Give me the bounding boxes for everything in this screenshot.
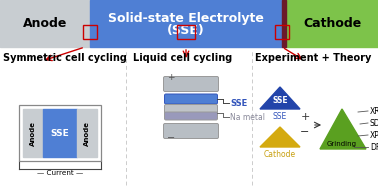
- Polygon shape: [320, 109, 366, 149]
- Text: Cathode: Cathode: [303, 17, 361, 30]
- FancyBboxPatch shape: [164, 105, 217, 114]
- Bar: [0, 0, 90, 47]
- Text: SSE: SSE: [51, 128, 70, 137]
- Text: Symmetric cell cycling: Symmetric cell cycling: [3, 53, 127, 63]
- Bar: [43, 109, 77, 157]
- Text: SDT: SDT: [370, 119, 378, 128]
- Text: Anode: Anode: [84, 120, 90, 145]
- Bar: [83, 25, 97, 39]
- Bar: [286, 0, 378, 47]
- Text: Grinding: Grinding: [327, 141, 357, 147]
- FancyBboxPatch shape: [164, 112, 217, 120]
- Text: Liquid cell cycling: Liquid cell cycling: [133, 53, 232, 63]
- Text: Anode: Anode: [30, 120, 36, 145]
- Bar: [275, 25, 289, 39]
- Text: Anode: Anode: [23, 17, 67, 30]
- Bar: [19, 105, 101, 161]
- Text: XPS: XPS: [370, 131, 378, 140]
- Text: SSE: SSE: [272, 96, 288, 105]
- FancyBboxPatch shape: [164, 94, 217, 104]
- Text: XRD: XRD: [370, 107, 378, 116]
- FancyBboxPatch shape: [164, 76, 218, 91]
- Text: SSE: SSE: [230, 99, 247, 108]
- Polygon shape: [260, 87, 300, 109]
- Text: SSE: SSE: [273, 112, 287, 121]
- Text: — Current —: — Current —: [37, 170, 83, 176]
- Bar: [23, 109, 43, 157]
- Text: Solid-state Electrolyte: Solid-state Electrolyte: [108, 12, 264, 25]
- Text: Cathode: Cathode: [264, 150, 296, 159]
- Text: −: −: [300, 127, 310, 137]
- Bar: [77, 109, 97, 157]
- Bar: [177, 25, 195, 39]
- Text: +: +: [167, 73, 175, 82]
- Text: +: +: [300, 112, 310, 122]
- FancyBboxPatch shape: [164, 123, 218, 139]
- Text: (SSE): (SSE): [167, 24, 205, 37]
- Text: Na metal: Na metal: [230, 113, 265, 122]
- Text: DFT: DFT: [370, 142, 378, 151]
- Bar: [282, 0, 286, 47]
- Polygon shape: [260, 127, 300, 147]
- Text: −: −: [167, 133, 175, 143]
- Bar: [90, 0, 282, 47]
- Text: Experiment + Theory: Experiment + Theory: [255, 53, 371, 63]
